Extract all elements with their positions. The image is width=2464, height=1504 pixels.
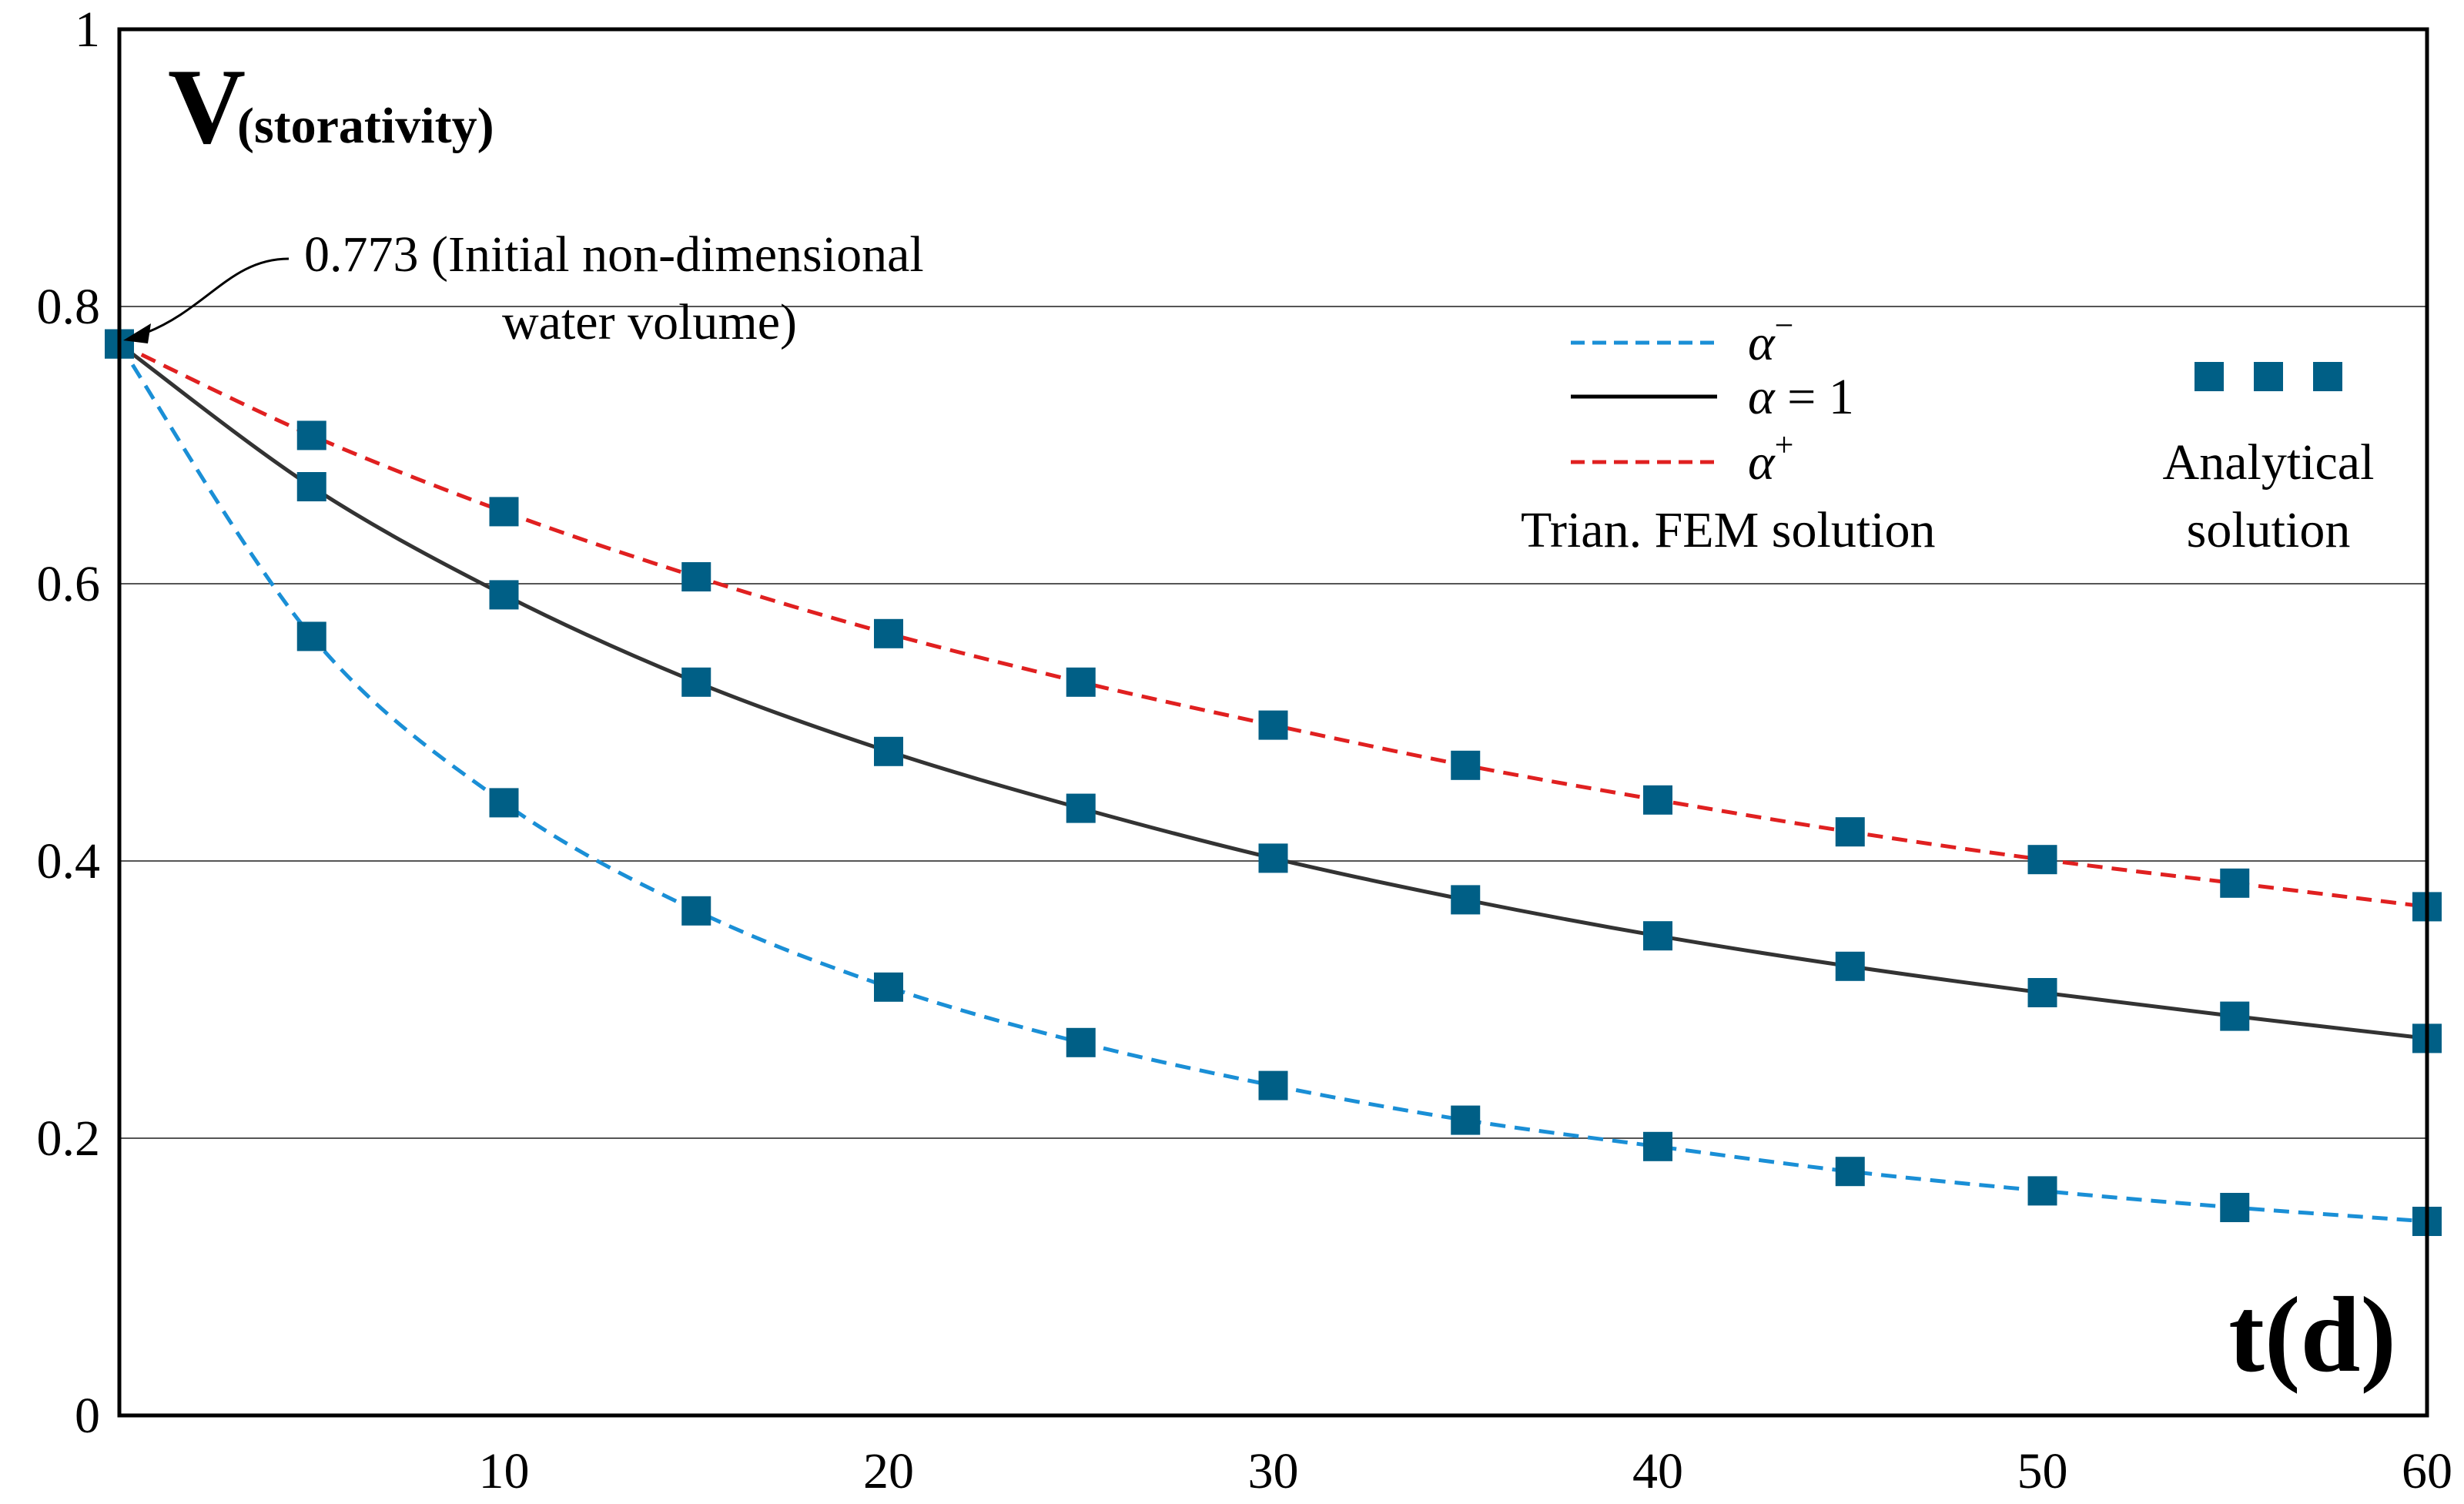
tick-labels: 0 0.2 0.4 0.6 0.8 1 10 20 30 40 50 60 — [37, 2, 2453, 1499]
analytical-marker-alpha-plus — [1643, 785, 1672, 815]
analytical-marker-alpha-one — [1835, 951, 1865, 981]
analytical-marker-alpha-plus — [681, 562, 711, 591]
analytical-marker-alpha-minus — [2220, 1193, 2250, 1222]
y-tick-label: 1 — [75, 2, 100, 58]
annotation-arrow — [146, 257, 290, 334]
analytical-marker-alpha-plus — [1835, 817, 1865, 847]
analytical-marker-alpha-minus — [1643, 1131, 1672, 1161]
legend-label-alpha-one: α = 1 — [1748, 369, 1854, 425]
analytical-marker-alpha-plus — [1258, 710, 1288, 740]
series-line-alpha-one — [118, 342, 2428, 1040]
analytical-marker-alpha-plus — [874, 618, 903, 648]
legend-analytical-marker-1 — [2194, 362, 2224, 391]
analytical-marker-alpha-plus — [2220, 868, 2250, 898]
legend: α− α = 1 α+ Trian. FEM solution Analytic… — [1521, 306, 2374, 558]
legend-analytical-caption-1: Analytical — [2163, 434, 2375, 491]
legend-label-alpha-minus: α− — [1748, 306, 1793, 371]
series-line-alpha-plus — [118, 342, 2428, 909]
analytical-marker-alpha-minus — [1835, 1157, 1865, 1187]
legend-analytical-marker-2 — [2254, 362, 2283, 391]
analytical-marker-alpha-plus — [1451, 750, 1481, 780]
analytical-marker-alpha-one — [296, 472, 326, 501]
legend-analytical-caption-2: solution — [2187, 502, 2351, 558]
analytical-marker-alpha-one — [2220, 1001, 2250, 1031]
analytical-marker-alpha-plus — [489, 497, 519, 527]
analytical-marker-alpha-one — [681, 667, 711, 697]
y-tick-label: 0.8 — [37, 279, 101, 335]
analytical-marker-alpha-minus — [1258, 1070, 1288, 1100]
analytical-marker-alpha-minus — [489, 788, 519, 818]
y-axis-subtitle: (storativity) — [237, 98, 494, 154]
analytical-marker-alpha-minus — [296, 621, 326, 652]
analytical-marker-alpha-plus — [1066, 667, 1096, 697]
analytical-marker-alpha-minus — [2027, 1176, 2057, 1206]
analytical-marker-alpha-one — [1258, 843, 1288, 873]
analytical-marker-alpha-one — [1066, 793, 1096, 823]
x-axis-title: t(d) — [2228, 1275, 2396, 1395]
legend-fem-caption: Trian. FEM solution — [1521, 502, 1936, 558]
analytical-marker-alpha-minus — [681, 896, 711, 926]
x-tick-label: 50 — [2017, 1443, 2068, 1499]
y-tick-label: 0 — [75, 1388, 100, 1444]
x-tick-label: 60 — [2402, 1443, 2452, 1499]
analytical-marker-alpha-minus — [1066, 1027, 1096, 1057]
x-tick-label: 40 — [1632, 1443, 1683, 1499]
y-tick-label: 0.4 — [37, 833, 101, 889]
analytical-marker-alpha-one — [1643, 921, 1672, 951]
legend-label-alpha-plus: α+ — [1748, 426, 1793, 491]
analytical-marker-alpha-plus — [296, 420, 326, 451]
analytical-marker-alpha-minus — [1451, 1105, 1481, 1135]
annotation-arrowhead — [123, 323, 151, 343]
analytical-marker-alpha-plus — [2027, 845, 2057, 875]
x-tick-label: 30 — [1248, 1443, 1299, 1499]
analytical-markers — [105, 329, 2442, 1236]
analytical-marker-alpha-one — [874, 736, 903, 766]
legend-analytical-marker-3 — [2313, 362, 2342, 391]
x-tick-label: 10 — [479, 1443, 530, 1499]
analytical-marker-alpha-minus — [874, 972, 903, 1002]
x-tick-label: 20 — [863, 1443, 914, 1499]
y-axis-title: V — [168, 47, 246, 166]
y-tick-label: 0.2 — [37, 1110, 101, 1167]
analytical-marker-alpha-one — [2027, 978, 2057, 1007]
analytical-marker-alpha-one — [489, 580, 519, 610]
analytical-marker-alpha-one — [1451, 885, 1481, 915]
plot-frame — [117, 27, 2429, 1418]
y-tick-label: 0.6 — [37, 556, 101, 612]
initial-volume-annotation: 0.773 (Initial non-dimensional water vol… — [123, 226, 924, 350]
annotation-line-1: 0.773 (Initial non-dimensional — [304, 226, 924, 283]
annotation-line-2: water volume) — [502, 294, 797, 350]
